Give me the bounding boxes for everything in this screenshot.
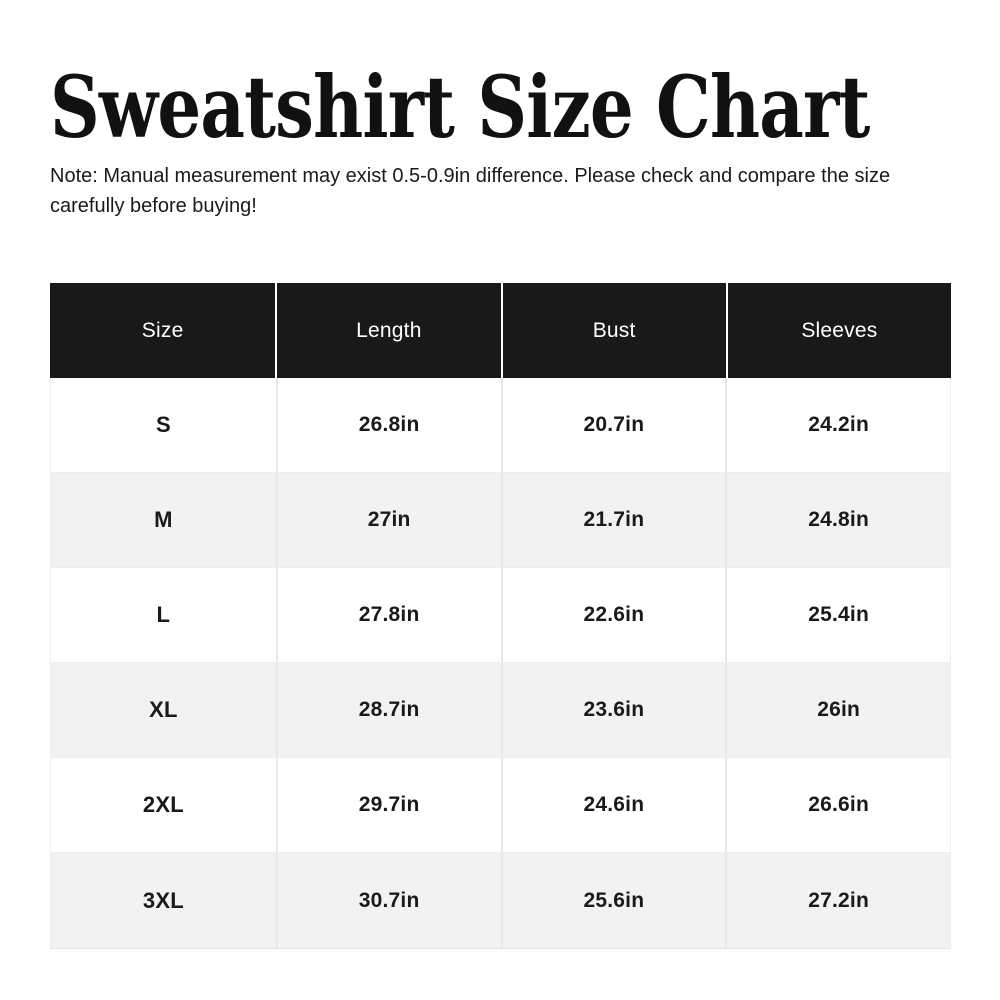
bust-cell: 21.7in — [500, 473, 726, 567]
page-title: Sweatshirt Size Chart — [50, 58, 870, 158]
column-header-bust: Bust — [500, 283, 726, 378]
size-chart-page: Sweatshirt Size Chart Note: Manual measu… — [50, 58, 951, 949]
table-row: L 27.8in 22.6in 25.4in — [51, 568, 950, 663]
size-cell: L — [156, 602, 171, 627]
note-text: Note: Manual measurement may exist 0.5-0… — [50, 161, 950, 221]
size-cell: S — [155, 412, 171, 437]
table-row: S 26.8in 20.7in 24.2in — [51, 378, 950, 473]
length-cell: 27.8in — [275, 568, 501, 662]
table-row: M 27in 21.7in 24.8in — [51, 473, 950, 568]
table-row: 3XL 30.7in 25.6in 27.2in — [51, 853, 950, 948]
length-cell: 29.7in — [275, 758, 501, 852]
size-cell: 2XL — [142, 792, 184, 817]
note-line-2: carefully before buying! — [50, 195, 257, 217]
bust-cell: 23.6in — [500, 663, 726, 757]
column-header-length: Length — [275, 283, 500, 378]
table-row: 2XL 29.7in 24.6in 26.6in — [51, 758, 950, 853]
sleeves-cell: 25.4in — [725, 568, 950, 662]
length-cell: 27in — [275, 473, 501, 567]
column-header-sleeves: Sleeves — [725, 283, 951, 378]
bust-cell: 20.7in — [500, 378, 726, 472]
length-cell: 26.8in — [275, 378, 501, 472]
sleeves-cell: 26in — [725, 663, 950, 757]
length-cell: 30.7in — [275, 853, 501, 948]
size-cell: M — [154, 507, 173, 532]
column-header-size: Size — [141, 318, 184, 342]
bust-cell: 24.6in — [500, 758, 726, 852]
bust-cell: 22.6in — [500, 568, 726, 662]
note-line-1: Note: Manual measurement may exist 0.5-0… — [50, 165, 891, 187]
table-body: S 26.8in 20.7in 24.2in M 27in 21.7in 24.… — [50, 378, 951, 949]
size-cell: 3XL — [142, 887, 184, 913]
sleeves-cell: 26.6in — [725, 758, 950, 852]
size-cell: XL — [149, 697, 178, 722]
table-header-row: Size Length Bust Sleeves — [50, 283, 951, 378]
table-row: XL 28.7in 23.6in 26in — [51, 663, 950, 758]
sleeves-cell: 24.2in — [725, 378, 950, 472]
sleeves-cell: 27.2in — [725, 853, 950, 948]
bust-cell: 25.6in — [500, 853, 726, 948]
size-chart-table: Size Length Bust Sleeves S 26.8in 20.7in… — [50, 283, 951, 949]
sleeves-cell: 24.8in — [725, 473, 950, 567]
length-cell: 28.7in — [275, 663, 501, 757]
